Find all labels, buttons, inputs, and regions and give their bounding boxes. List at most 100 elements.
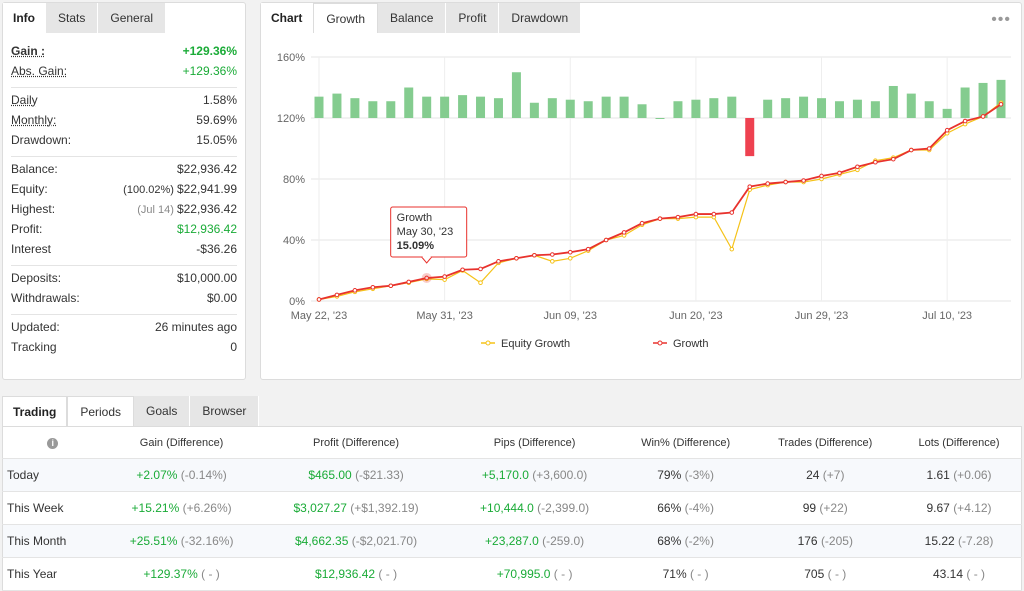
- daily-label[interactable]: Daily: [11, 93, 38, 107]
- growth-point[interactable]: [675, 214, 681, 220]
- daily-bar[interactable]: [906, 93, 916, 118]
- daily-bar[interactable]: [888, 85, 898, 118]
- growth-point[interactable]: [729, 210, 735, 215]
- daily-bar[interactable]: [673, 101, 683, 118]
- daily-bar[interactable]: [332, 93, 342, 118]
- daily-bar[interactable]: [960, 87, 970, 119]
- daily-bar[interactable]: [476, 96, 486, 118]
- growth-point[interactable]: [532, 252, 537, 258]
- daily-bar[interactable]: [458, 95, 468, 118]
- equity-growth-point[interactable]: [729, 246, 735, 252]
- tab-goals[interactable]: Goals: [134, 396, 191, 426]
- daily-bar[interactable]: [314, 96, 324, 118]
- daily-bar[interactable]: [763, 99, 773, 118]
- growth-point[interactable]: [639, 220, 645, 226]
- growth-point[interactable]: [783, 179, 788, 185]
- growth-point[interactable]: [334, 292, 340, 298]
- growth-point[interactable]: [442, 274, 447, 279]
- daily-bar[interactable]: [852, 99, 862, 118]
- growth-point[interactable]: [460, 267, 465, 273]
- daily-bar[interactable]: [547, 98, 557, 118]
- tab-periods[interactable]: Periods: [67, 396, 135, 426]
- growth-point[interactable]: [424, 275, 429, 281]
- daily-bar[interactable]: [601, 96, 611, 118]
- daily-bar[interactable]: [727, 96, 737, 118]
- daily-bar[interactable]: [655, 118, 665, 119]
- growth-point[interactable]: [621, 230, 627, 235]
- tab-stats[interactable]: Stats: [46, 3, 99, 33]
- growth-point[interactable]: [998, 101, 1004, 107]
- daily-bar[interactable]: [834, 101, 844, 118]
- growth-point[interactable]: [316, 297, 322, 302]
- gain-label[interactable]: Gain :: [11, 44, 46, 58]
- growth-point[interactable]: [891, 156, 896, 162]
- more-dots-icon[interactable]: •••: [991, 11, 1011, 28]
- legend-label[interactable]: Equity Growth: [501, 338, 570, 350]
- daily-bar[interactable]: [386, 101, 396, 118]
- daily-bar[interactable]: [583, 101, 593, 118]
- growth-chart[interactable]: 0% 40% 80% 120% 160% May 22, '23 May 31, '23 Ju…: [261, 33, 1021, 379]
- growth-point[interactable]: [926, 146, 932, 151]
- daily-bar[interactable]: [422, 96, 432, 118]
- daily-bar[interactable]: [637, 104, 647, 118]
- equity-growth-point[interactable]: [550, 259, 555, 264]
- growth-point[interactable]: [585, 246, 591, 252]
- growth-point[interactable]: [873, 159, 878, 165]
- growth-point[interactable]: [496, 259, 501, 264]
- equity-growth-line[interactable]: [318, 102, 1002, 301]
- growth-point[interactable]: [406, 279, 412, 285]
- growth-point[interactable]: [980, 114, 986, 119]
- daily-bar[interactable]: [870, 101, 880, 118]
- daily-bar[interactable]: [529, 102, 539, 118]
- daily-bar[interactable]: [996, 79, 1006, 118]
- growth-point[interactable]: [567, 249, 573, 255]
- growth-point[interactable]: [514, 256, 519, 261]
- growth-point[interactable]: [352, 288, 358, 293]
- daily-bar[interactable]: [350, 98, 360, 118]
- monthly-label[interactable]: Monthly:: [11, 113, 57, 127]
- growth-point[interactable]: [478, 266, 483, 272]
- daily-bar[interactable]: [709, 98, 719, 118]
- growth-point[interactable]: [837, 170, 842, 176]
- growth-point[interactable]: [908, 147, 914, 153]
- growth-point[interactable]: [747, 184, 753, 189]
- daily-bar[interactable]: [978, 82, 988, 118]
- tab-growth[interactable]: Growth: [313, 3, 379, 33]
- daily-bar[interactable]: [745, 118, 755, 157]
- growth-point[interactable]: [657, 216, 663, 221]
- daily-bar[interactable]: [404, 87, 414, 119]
- tab-trading[interactable]: Trading: [2, 396, 68, 426]
- daily-bar[interactable]: [817, 98, 827, 118]
- tab-general[interactable]: General: [98, 3, 167, 33]
- growth-point[interactable]: [711, 211, 717, 217]
- growth-point[interactable]: [962, 118, 968, 124]
- tab-browser[interactable]: Browser: [190, 396, 260, 426]
- daily-bar[interactable]: [691, 99, 701, 118]
- growth-point[interactable]: [944, 127, 950, 133]
- growth-point[interactable]: [603, 237, 609, 243]
- growth-point[interactable]: [801, 178, 806, 183]
- daily-bar[interactable]: [924, 101, 934, 118]
- daily-bar[interactable]: [799, 96, 809, 118]
- daily-bar[interactable]: [781, 98, 791, 118]
- tab-drawdown[interactable]: Drawdown: [499, 3, 582, 33]
- abs-gain-label[interactable]: Abs. Gain:: [11, 64, 68, 78]
- daily-bar[interactable]: [368, 101, 378, 118]
- tab-profit[interactable]: Profit: [446, 3, 500, 33]
- info-icon[interactable]: i: [47, 437, 59, 449]
- daily-bar[interactable]: [619, 96, 629, 118]
- daily-bar[interactable]: [440, 96, 450, 118]
- equity-growth-point[interactable]: [567, 256, 573, 261]
- growth-point[interactable]: [855, 164, 860, 170]
- growth-line[interactable]: [318, 103, 1002, 301]
- equity-growth-point[interactable]: [478, 280, 483, 285]
- daily-bar[interactable]: [565, 99, 575, 118]
- daily-bar[interactable]: [511, 72, 521, 118]
- legend-label[interactable]: Growth: [673, 338, 708, 350]
- growth-point[interactable]: [765, 181, 770, 186]
- growth-point[interactable]: [550, 252, 555, 257]
- tab-info[interactable]: Info: [3, 3, 46, 33]
- growth-point[interactable]: [370, 284, 376, 290]
- growth-point[interactable]: [693, 211, 699, 217]
- daily-bar[interactable]: [493, 98, 503, 118]
